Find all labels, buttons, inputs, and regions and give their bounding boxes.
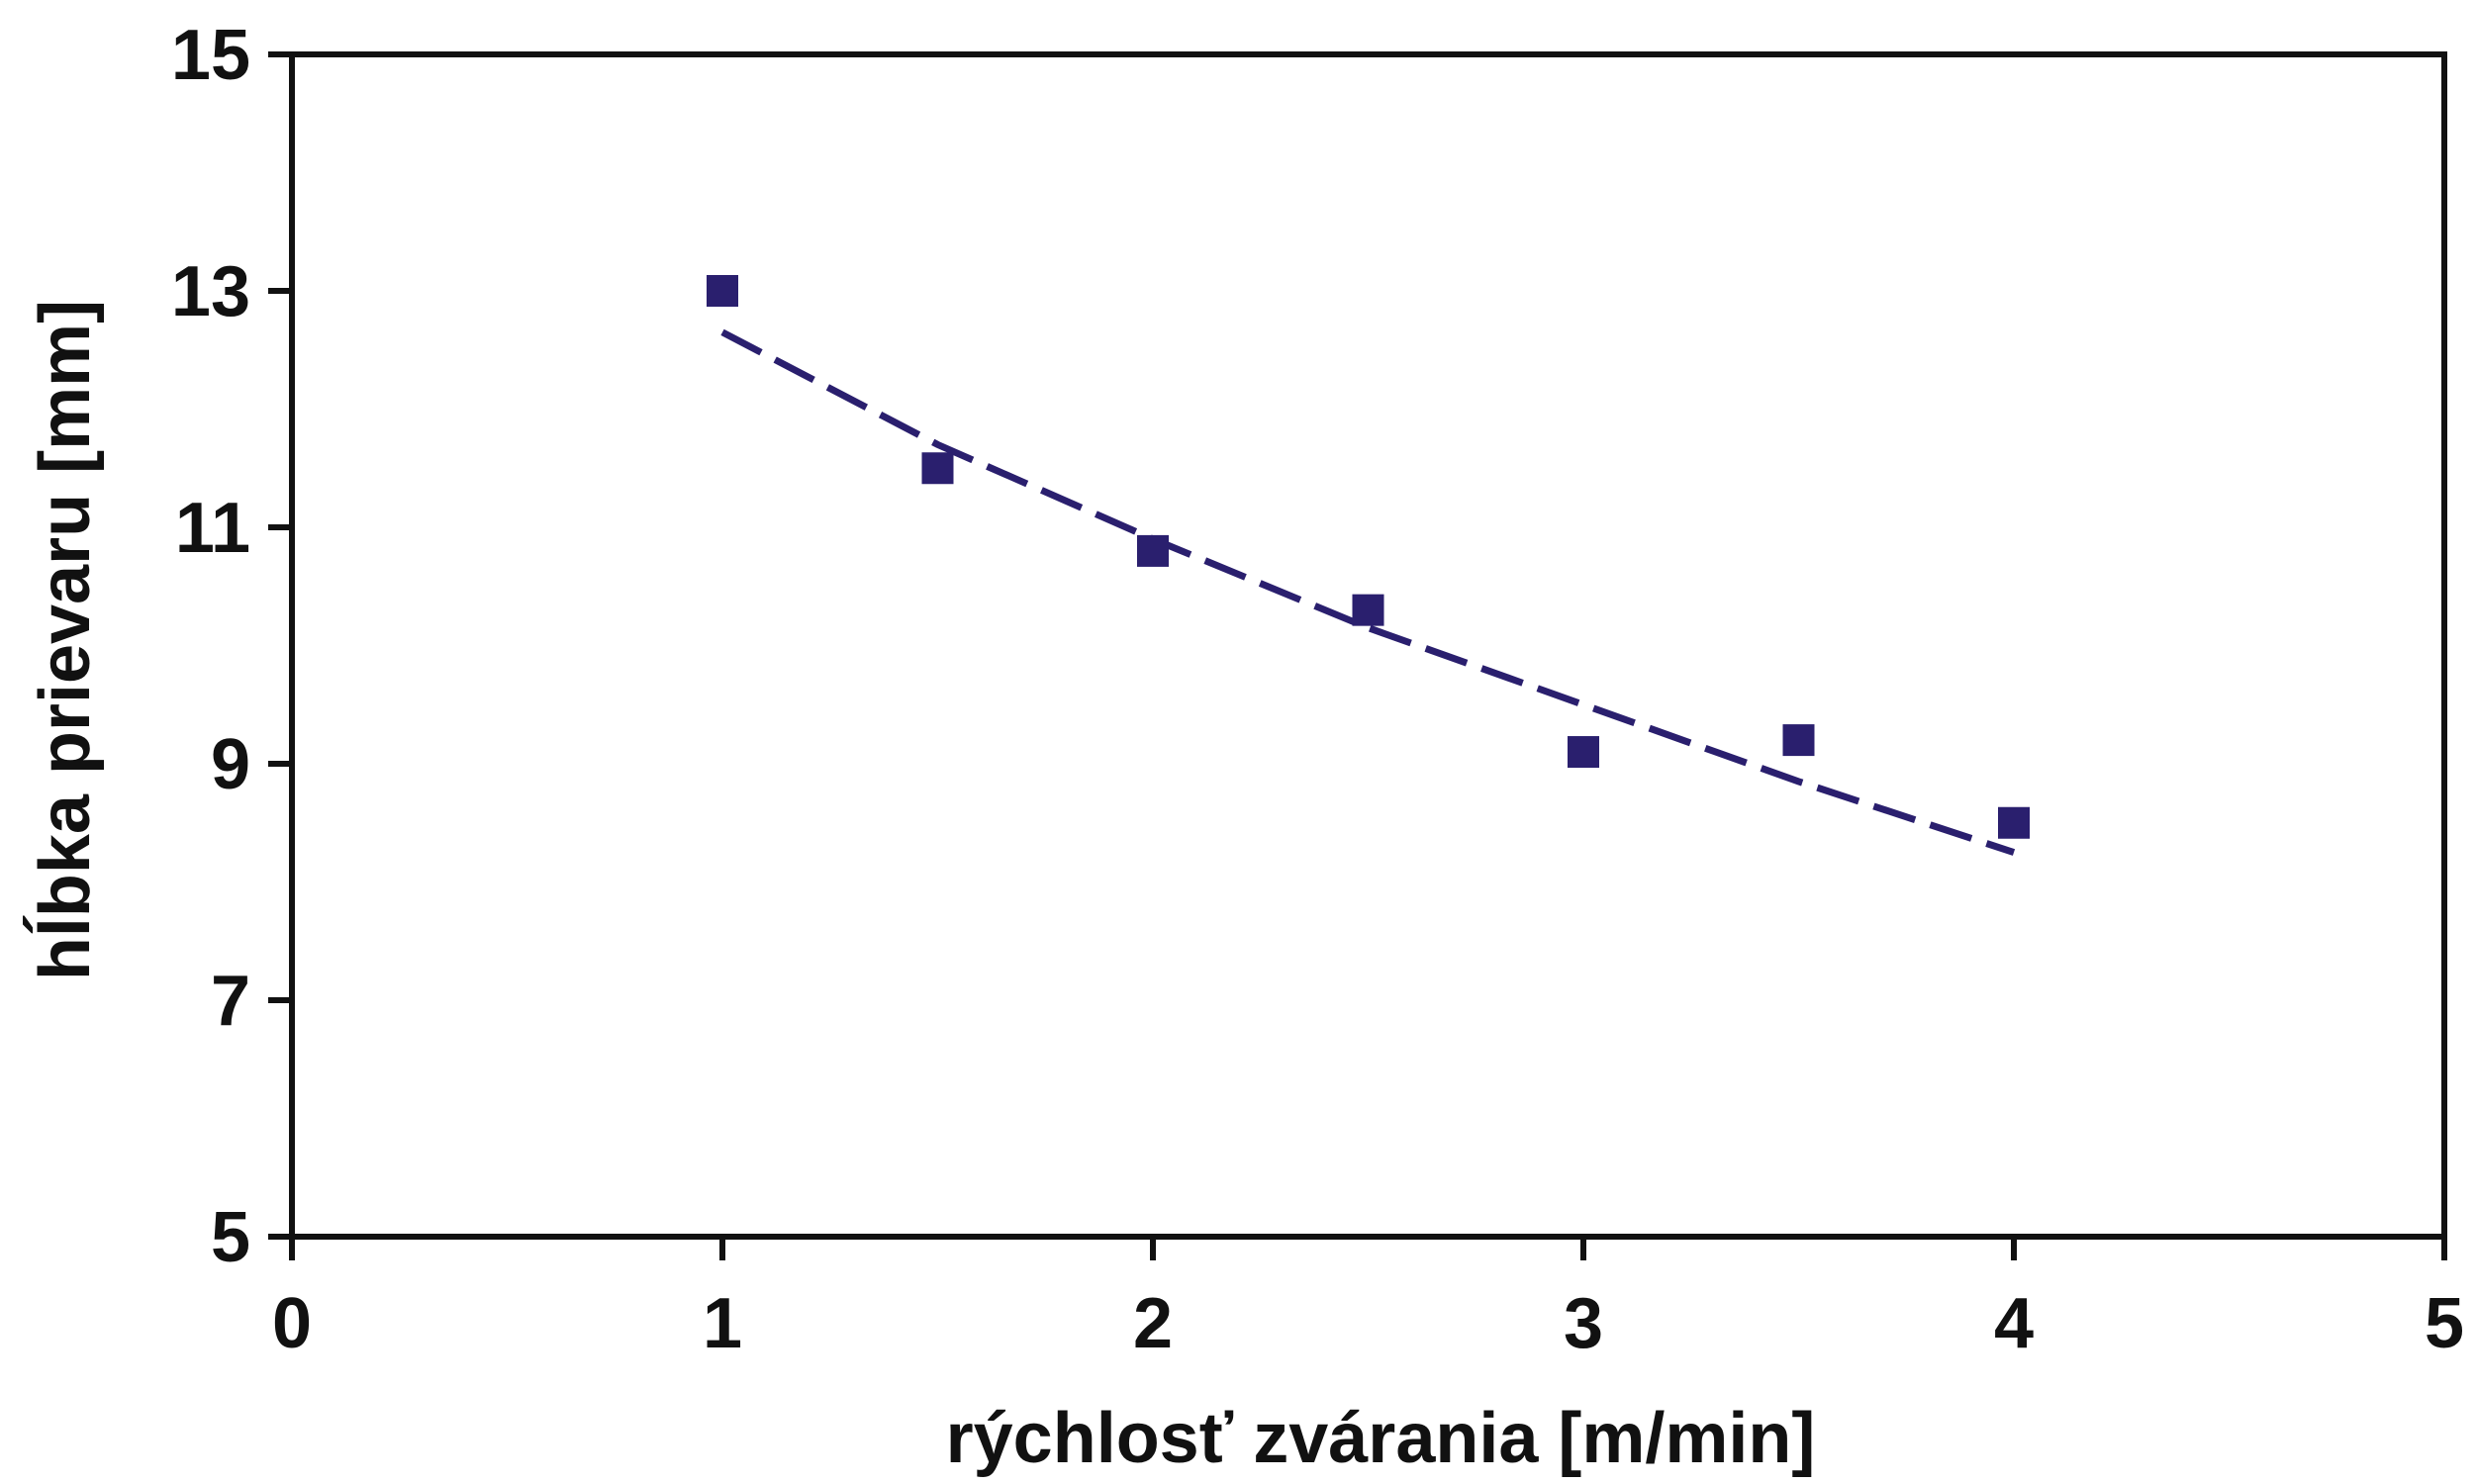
trendline	[720, 328, 2016, 856]
x-axis-title: rýchlosť zvárania [m/min]	[946, 1399, 1816, 1478]
data-point	[707, 275, 738, 307]
y-tick-label: 13	[171, 252, 250, 331]
y-tick-label: 9	[211, 725, 250, 804]
plot-frame	[289, 51, 2447, 1240]
data-point	[1782, 724, 1815, 757]
y-tick-label: 15	[171, 16, 250, 95]
x-tick-label: 5	[2425, 1284, 2464, 1363]
y-axis-title: hĺbka prievaru [mm]	[23, 300, 105, 980]
x-tick-label: 3	[1564, 1284, 1603, 1363]
x-tick-label: 1	[703, 1284, 742, 1363]
x-tick-label: 4	[1994, 1284, 2034, 1363]
data-point	[921, 452, 954, 485]
data-point	[1137, 534, 1169, 567]
data-point	[1352, 594, 1384, 626]
x-tick-label: 0	[272, 1284, 312, 1363]
y-tick-label: 5	[211, 1198, 250, 1277]
x-tick-label: 2	[1133, 1284, 1173, 1363]
data-point	[1998, 806, 2030, 839]
y-tick-label: 7	[211, 962, 250, 1041]
y-tick-label: 11	[175, 489, 250, 568]
data-point	[1568, 736, 1599, 769]
